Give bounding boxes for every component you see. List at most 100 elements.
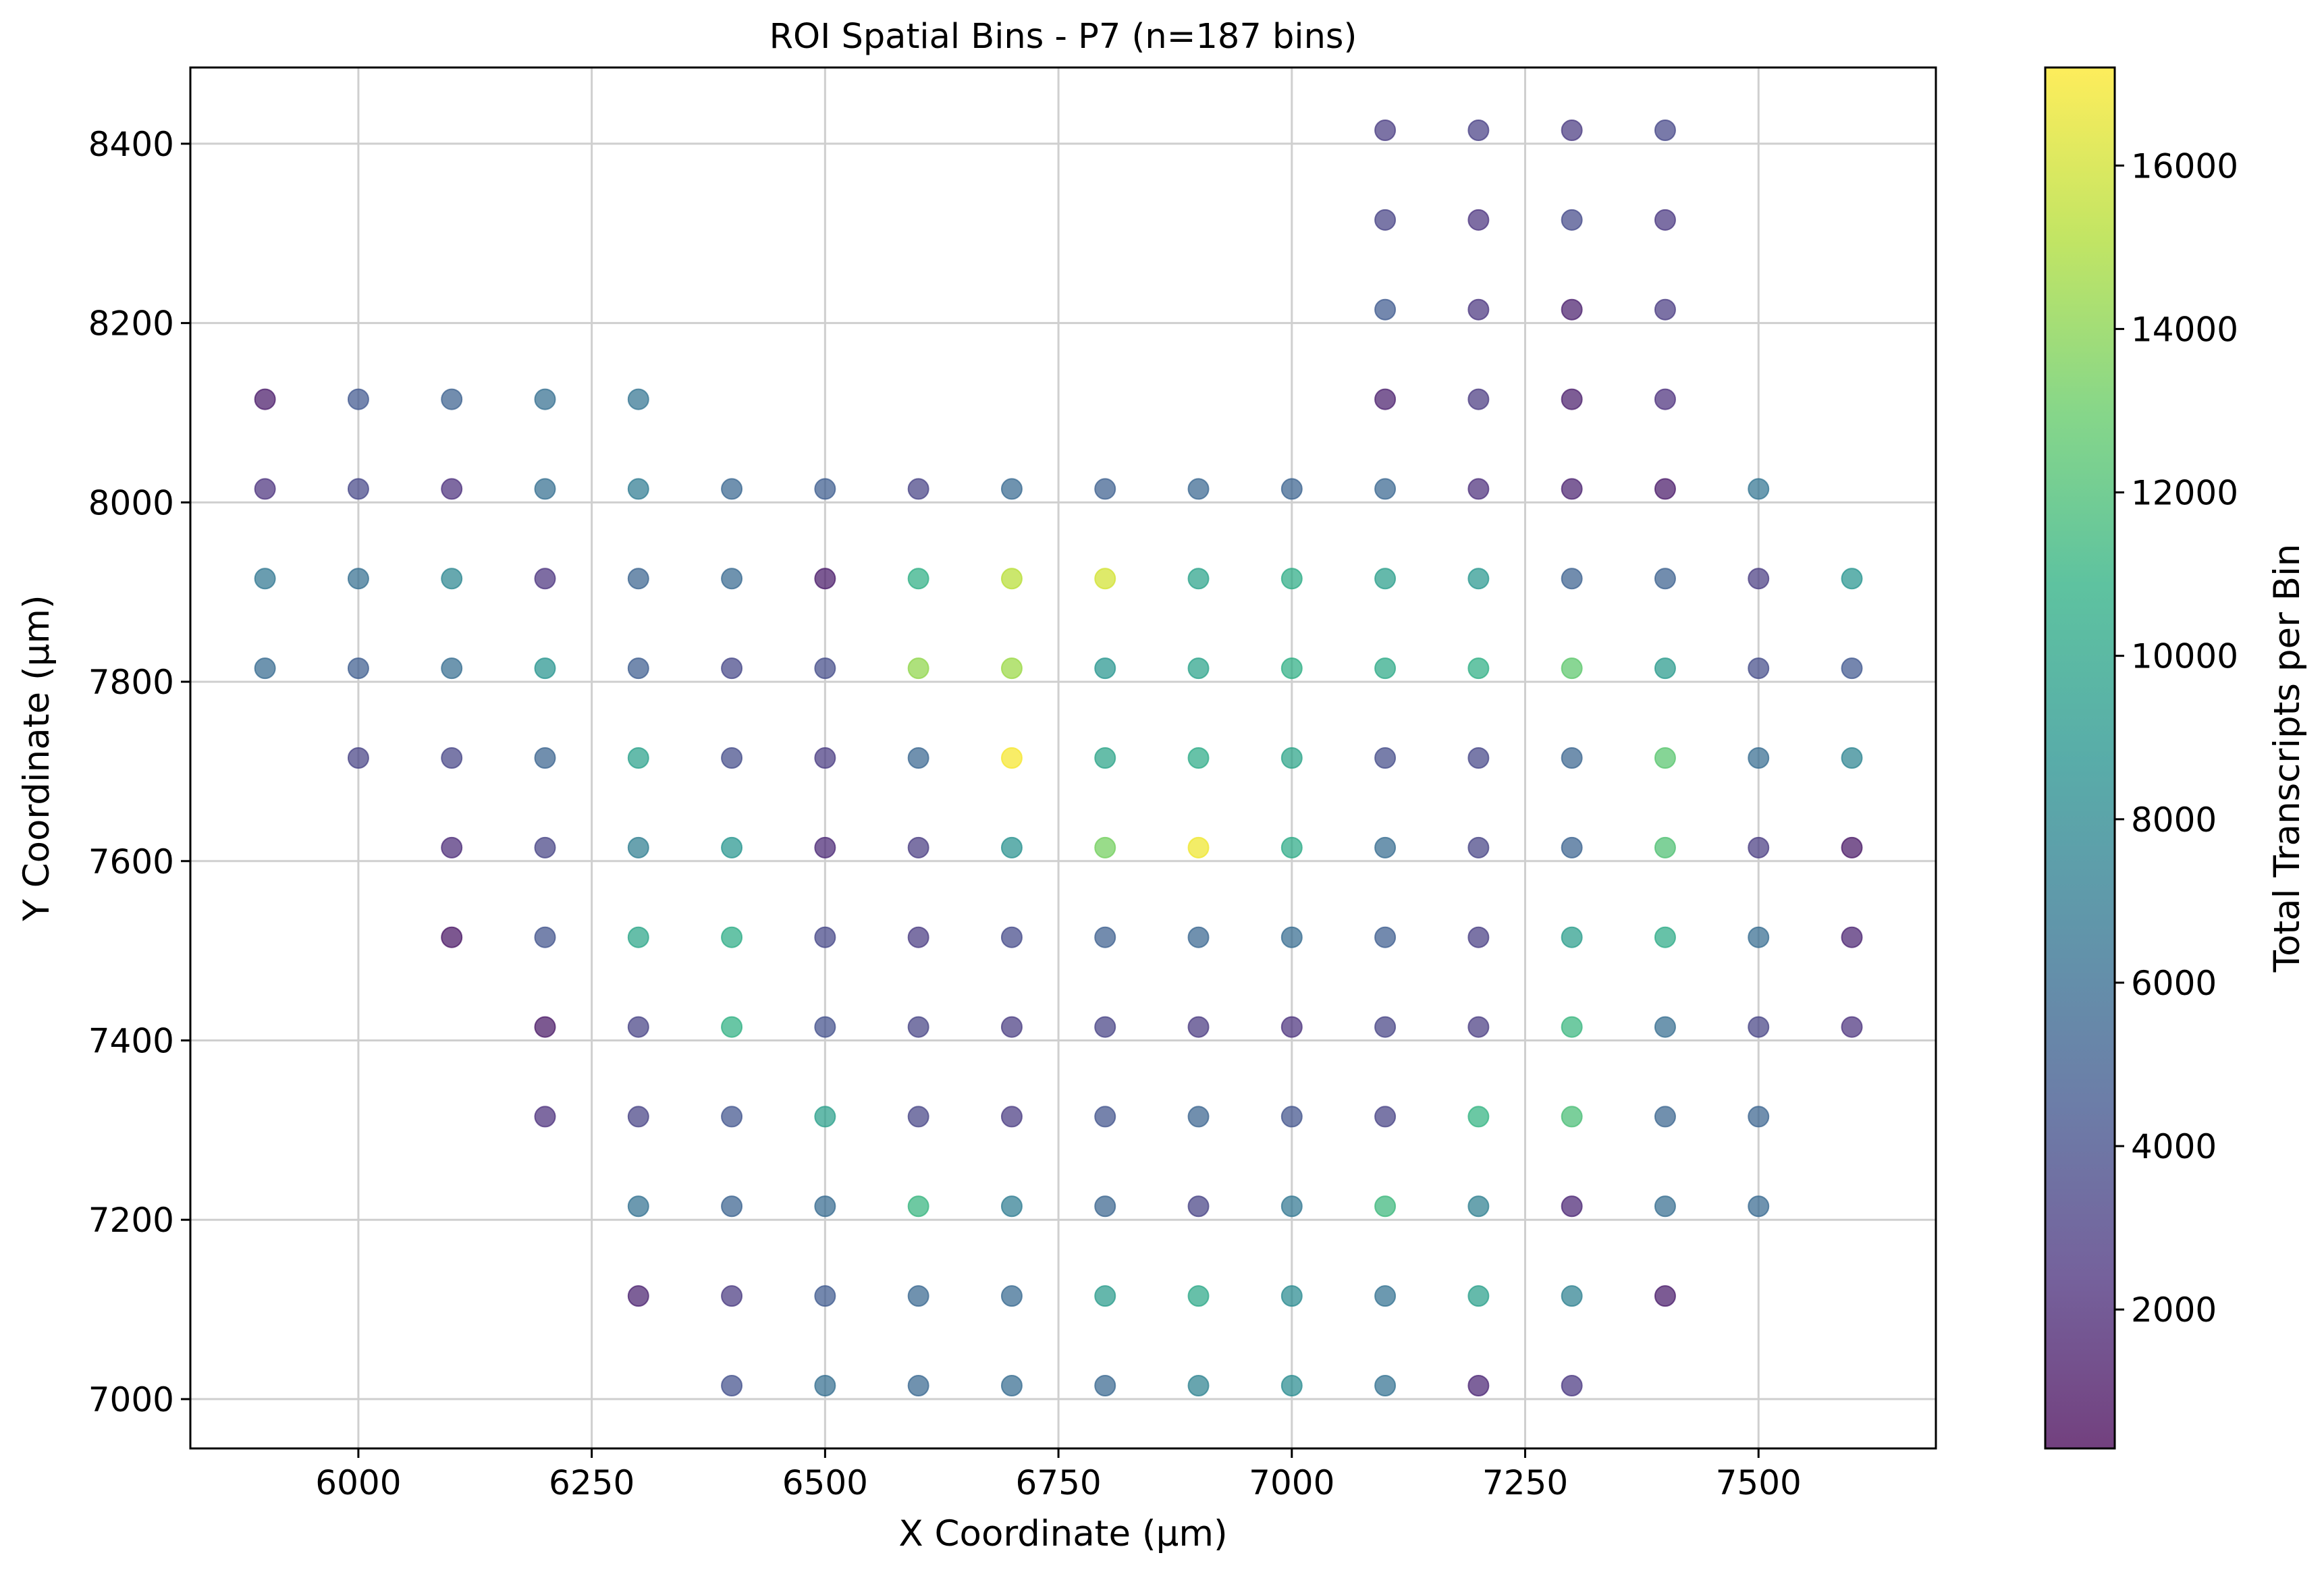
data-point — [1187, 1285, 1210, 1307]
data-point — [1187, 657, 1210, 680]
data-points — [254, 119, 1863, 1396]
data-point — [721, 1195, 743, 1218]
colorbar-tick-label: 2000 — [2131, 1290, 2217, 1330]
data-point — [1748, 568, 1770, 590]
data-point — [1187, 1016, 1210, 1038]
data-point — [1467, 209, 1490, 231]
data-point — [1374, 836, 1397, 859]
data-point — [627, 1285, 649, 1307]
colorbar-ticks: 2000 4000 6000 8000 10000 12000 14000 16000 — [2115, 146, 2238, 1330]
data-point — [1467, 657, 1490, 680]
data-point — [907, 478, 929, 500]
data-point — [814, 1016, 836, 1038]
data-point — [1467, 836, 1490, 859]
data-point — [907, 568, 929, 590]
data-point — [1280, 1195, 1303, 1218]
data-point — [1000, 926, 1023, 948]
data-point — [1280, 1375, 1303, 1396]
data-point — [627, 388, 649, 410]
x-axis-ticks: 6000 6250 6500 6750 7000 7250 7500 — [315, 1448, 1802, 1502]
data-point — [1280, 836, 1303, 859]
y-tick-label: 7400 — [88, 1022, 174, 1061]
data-point — [1561, 298, 1583, 321]
data-point — [721, 1375, 743, 1396]
data-point — [1467, 388, 1490, 410]
data-point — [1561, 209, 1583, 231]
data-point — [814, 1195, 836, 1218]
colorbar-tick-label: 12000 — [2131, 474, 2238, 513]
data-point — [1094, 657, 1116, 680]
data-point — [1748, 747, 1770, 769]
data-point — [347, 388, 369, 410]
data-point — [1280, 657, 1303, 680]
data-point — [1187, 926, 1210, 948]
y-tick-label: 7600 — [88, 842, 174, 881]
data-point — [1654, 388, 1676, 410]
data-point — [1841, 836, 1863, 859]
data-point — [1654, 836, 1676, 859]
data-point — [1561, 1285, 1583, 1307]
y-tick-label: 8200 — [88, 304, 174, 344]
data-point — [1561, 747, 1583, 769]
data-point — [627, 1106, 649, 1128]
data-point — [534, 568, 556, 590]
data-point — [1280, 568, 1303, 590]
data-point — [1280, 478, 1303, 500]
data-point — [1748, 1106, 1770, 1128]
data-point — [1094, 836, 1116, 859]
colorbar-gradient — [2045, 67, 2115, 1448]
data-point — [814, 836, 836, 859]
data-point — [1000, 1285, 1023, 1307]
data-point — [1467, 298, 1490, 321]
data-point — [1654, 209, 1676, 231]
data-point — [534, 836, 556, 859]
data-point — [441, 747, 463, 769]
data-point — [1561, 1375, 1583, 1396]
data-point — [907, 657, 929, 680]
data-point — [1841, 568, 1863, 590]
data-point — [1654, 926, 1676, 948]
y-axis-ticks: 7000 7200 7400 7600 7800 8000 8200 8400 — [88, 125, 190, 1419]
data-point — [1094, 1016, 1116, 1038]
data-point — [1654, 1285, 1676, 1307]
data-point — [1094, 478, 1116, 500]
data-point — [534, 478, 556, 500]
data-point — [254, 388, 276, 410]
data-point — [721, 1285, 743, 1307]
data-point — [1000, 836, 1023, 859]
data-point — [1187, 1195, 1210, 1218]
data-point — [627, 747, 649, 769]
data-point — [347, 747, 369, 769]
data-point — [534, 1106, 556, 1128]
data-point — [1000, 478, 1023, 500]
data-point — [1187, 747, 1210, 769]
data-point — [907, 1106, 929, 1128]
data-point — [441, 926, 463, 948]
data-point — [721, 747, 743, 769]
data-point — [1374, 747, 1397, 769]
data-point — [1467, 1195, 1490, 1218]
data-point — [721, 568, 743, 590]
data-point — [534, 388, 556, 410]
data-point — [254, 657, 276, 680]
data-point — [1841, 657, 1863, 680]
data-point — [1280, 1106, 1303, 1128]
data-point — [1467, 1375, 1490, 1396]
data-point — [814, 568, 836, 590]
data-point — [1280, 1285, 1303, 1307]
data-point — [1000, 568, 1023, 590]
chart-title: ROI Spatial Bins - P7 (n=187 bins) — [769, 17, 1357, 57]
data-point — [814, 1375, 836, 1396]
data-point — [1000, 747, 1023, 769]
data-point — [1841, 747, 1863, 769]
y-axis-label: Y Coordinate (µm) — [16, 595, 57, 921]
data-point — [534, 657, 556, 680]
data-point — [1094, 1375, 1116, 1396]
data-point — [1561, 478, 1583, 500]
data-point — [1374, 1375, 1397, 1396]
data-point — [1561, 836, 1583, 859]
plot-frame — [189, 66, 1937, 1450]
data-point — [627, 657, 649, 680]
x-axis-label: X Coordinate (µm) — [898, 1513, 1227, 1554]
